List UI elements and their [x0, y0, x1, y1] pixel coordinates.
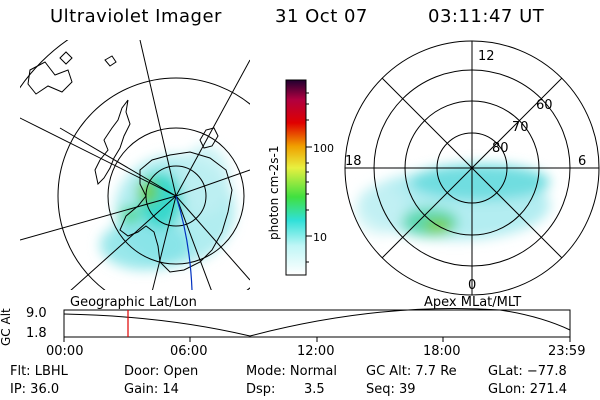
lat-label-60: 60 [536, 98, 553, 113]
mlt-label-6: 6 [578, 154, 586, 169]
left-map-grid [20, 40, 250, 290]
info-seq: Seq: 39 [366, 382, 416, 397]
right-map-emission [355, 164, 550, 240]
left-map-coastlines [27, 51, 233, 273]
info-glat: GLat: −77.8 [488, 364, 567, 379]
altitude-curve [63, 307, 571, 337]
mlt-label-18: 18 [345, 154, 362, 169]
info-door: Door: Open [124, 364, 199, 379]
info-dsp-label: Dsp: [246, 382, 276, 397]
time-label: 03:11:47 UT [428, 6, 545, 27]
altitude-ytick-high: 9.0 [26, 306, 47, 321]
colorbar-unit-label: photon cm-2s-1 [267, 146, 281, 241]
info-gc-alt: GC Alt: 7.7 Re [366, 364, 457, 379]
altitude-xtick-0600: 06:00 [170, 344, 208, 359]
right-map-label: Apex MLat/MLT [424, 295, 522, 310]
instrument-title: Ultraviolet Imager [50, 6, 222, 27]
info-mode: Mode: Normal [246, 364, 337, 379]
altitude-xtick-2359: 23:59 [548, 344, 586, 359]
colorbar [285, 79, 307, 276]
info-gain: Gain: 14 [124, 382, 179, 397]
info-dsp-value: 3.5 [304, 382, 325, 397]
right-map-grid [344, 40, 600, 296]
altitude-ylabel: GC Alt [0, 308, 13, 346]
altitude-plot-frame [63, 309, 571, 338]
lat-label-70: 70 [512, 120, 529, 135]
colorbar-tick-10: 10 [313, 231, 327, 244]
altitude-xtick-0000: 00:00 [46, 344, 84, 359]
mlt-label-12: 12 [478, 49, 495, 64]
altitude-ytick-low: 1.8 [26, 326, 47, 341]
date-label: 31 Oct 07 [275, 6, 368, 27]
altitude-xtick-1800: 18:00 [423, 344, 461, 359]
colorbar-tick-100: 100 [313, 142, 334, 155]
altitude-xtick-1200: 12:00 [297, 344, 335, 359]
left-map-label: Geographic Lat/Lon [70, 295, 197, 310]
altitude-x-ticks [63, 337, 571, 342]
lat-label-80: 80 [492, 141, 509, 156]
footprint-track [175, 195, 193, 290]
colorbar-ticks [306, 92, 312, 263]
mlt-label-0: 0 [468, 278, 476, 293]
info-ip: IP: 36.0 [10, 382, 60, 397]
info-glon: GLon: 271.4 [488, 382, 568, 397]
info-flt: Flt: LBHL [10, 364, 68, 379]
